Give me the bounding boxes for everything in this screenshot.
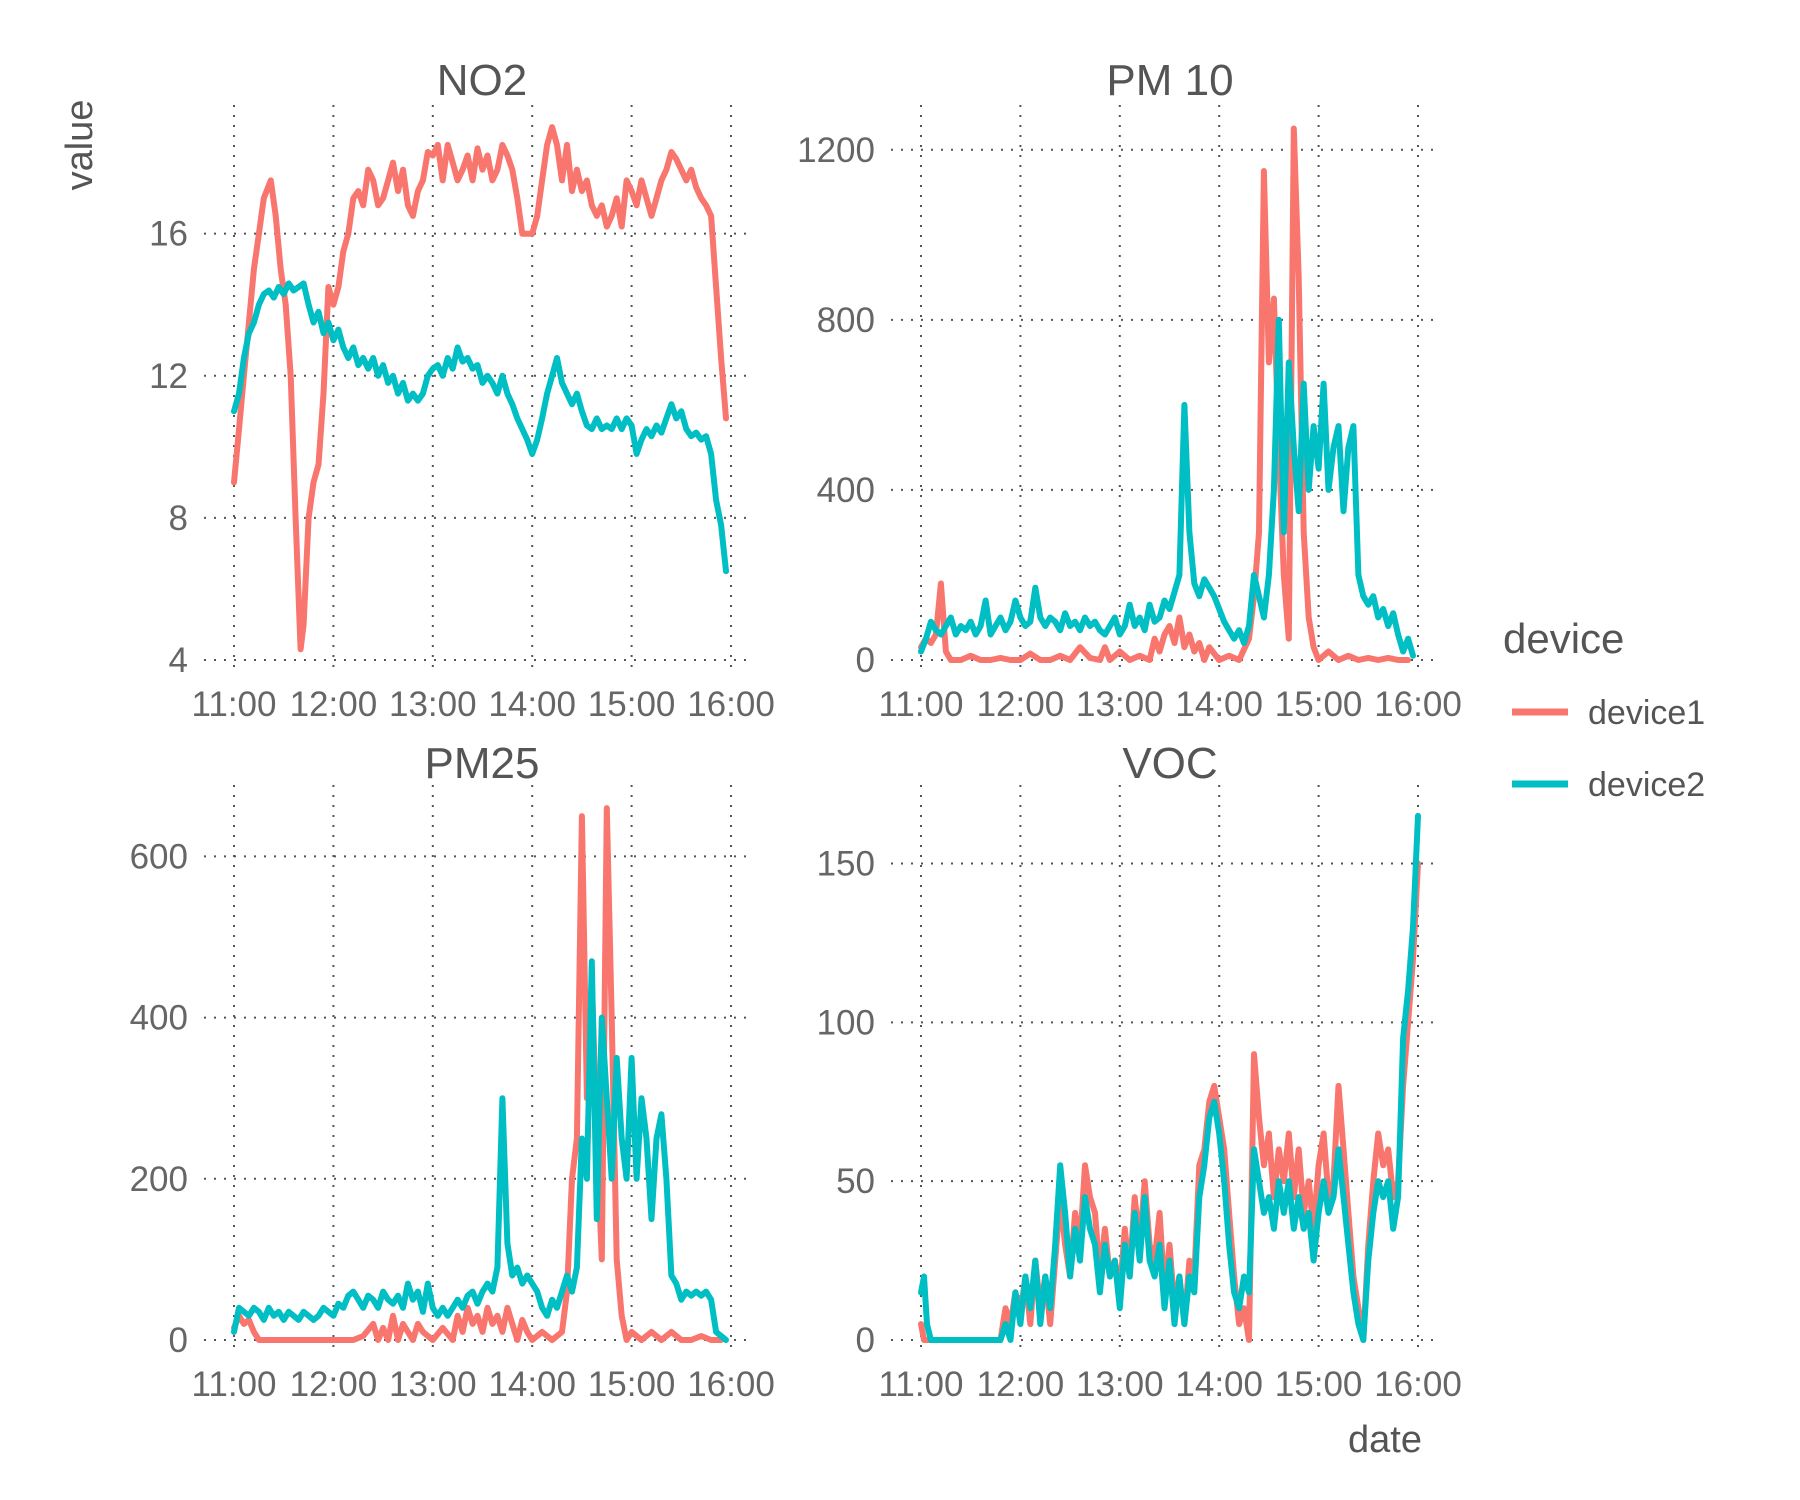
x-axis-title: date: [1348, 1419, 1422, 1461]
y-tick-label: 150: [817, 845, 875, 884]
x-tick-label: 13:00: [1076, 1365, 1164, 1404]
y-tick-label: 0: [856, 641, 875, 680]
x-tick-label: 14:00: [488, 685, 576, 724]
x-tick-label: 11:00: [879, 1365, 964, 1404]
y-tick-label: 50: [836, 1162, 875, 1201]
panel-title: PM25: [425, 739, 540, 788]
y-tick-label: 16: [149, 215, 188, 254]
x-tick-label: 13:00: [1076, 685, 1164, 724]
series-line-device1: [918, 125, 1412, 663]
x-tick-label: 15:00: [1275, 685, 1363, 724]
y-tick-label: 1200: [797, 131, 875, 170]
x-tick-label: 15:00: [588, 1365, 676, 1404]
x-tick-label: 16:00: [687, 1365, 775, 1404]
y-tick-label: 400: [130, 999, 188, 1038]
panel-title: NO2: [437, 56, 527, 105]
panel-title: PM 10: [1106, 56, 1233, 105]
series-line-device1: [231, 124, 729, 653]
panel-0: NO2 4 8 12 16 11:00 12:00 13:00 14:00 15:00 16:00: [149, 56, 775, 724]
y-tick-label: 200: [130, 1160, 188, 1199]
x-tick-label: 15:00: [588, 685, 676, 724]
x-tick-label: 12:00: [290, 685, 378, 724]
series-line-device2: [918, 316, 1416, 659]
series-line-device2: [231, 280, 729, 575]
y-tick-label: 4: [169, 641, 188, 680]
x-tick-label: 16:00: [1374, 1365, 1462, 1404]
panel-title: VOC: [1122, 739, 1217, 788]
panel-2: PM25 0 200 400 600 11:00 12:00 13:00 14:00 15:00 1…: [130, 739, 775, 1404]
x-tick-label: 14:00: [488, 1365, 576, 1404]
legend-label-device2: device2: [1588, 766, 1705, 804]
panel-3: VOC 0 50 100 150 11:00 12:00 13:00 14:00 15:00 16:…: [817, 739, 1462, 1404]
y-tick-label: 0: [169, 1321, 188, 1360]
y-axis-title: value: [59, 100, 101, 191]
y-tick-label: 800: [817, 301, 875, 340]
legend-title: device: [1503, 615, 1624, 662]
y-tick-label: 400: [817, 471, 875, 510]
x-tick-label: 12:00: [977, 685, 1065, 724]
x-tick-label: 11:00: [192, 1365, 277, 1404]
x-tick-label: 13:00: [389, 1365, 477, 1404]
legend-label-device1: device1: [1588, 694, 1705, 732]
x-tick-label: 11:00: [879, 685, 964, 724]
y-tick-label: 12: [149, 357, 188, 396]
x-tick-label: 16:00: [687, 685, 775, 724]
x-tick-label: 16:00: [1374, 685, 1462, 724]
series-line-device1: [231, 805, 725, 1343]
series-line-device2: [918, 812, 1421, 1343]
series-line-device2: [231, 958, 729, 1343]
legend-entries: device1 device2: [1512, 694, 1705, 804]
y-tick-label: 600: [130, 837, 188, 876]
x-tick-label: 11:00: [192, 685, 277, 724]
y-tick-label: 8: [169, 499, 188, 538]
x-tick-label: 14:00: [1175, 685, 1263, 724]
x-tick-label: 12:00: [977, 1365, 1065, 1404]
x-tick-label: 13:00: [389, 685, 477, 724]
legend: device device1 device2: [1503, 615, 1705, 804]
x-tick-label: 15:00: [1275, 1365, 1363, 1404]
x-tick-label: 14:00: [1175, 1365, 1263, 1404]
x-tick-label: 12:00: [290, 1365, 378, 1404]
y-tick-label: 100: [817, 1003, 875, 1042]
panel-1: PM 10 0 400 800 1200 11:00 12:00 13:00 14:00 15:0…: [797, 56, 1462, 724]
y-tick-label: 0: [856, 1321, 875, 1360]
